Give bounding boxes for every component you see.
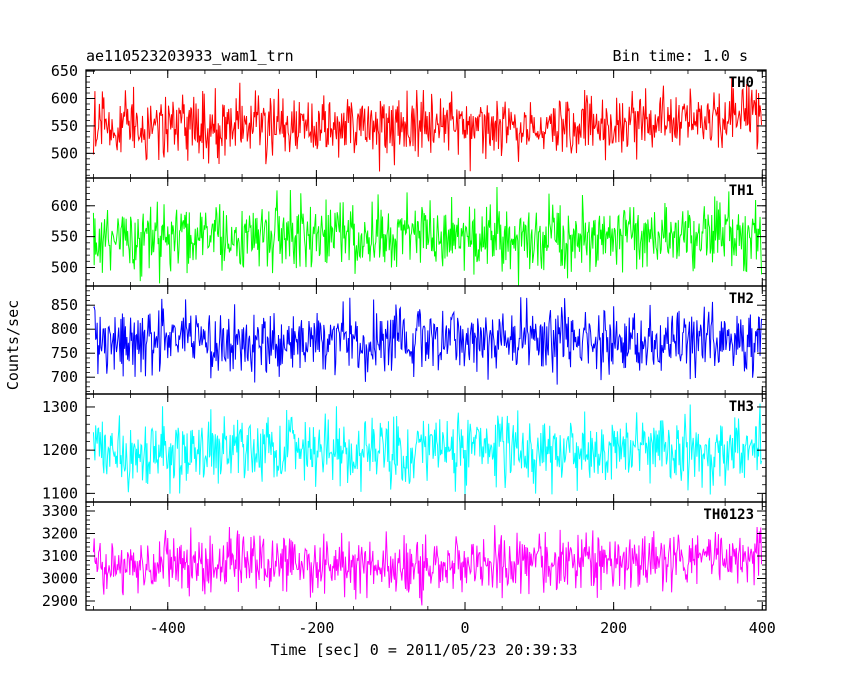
series-line-th3 bbox=[92, 403, 763, 496]
y-tick-label: 3300 bbox=[42, 502, 78, 520]
y-tick-label: 600 bbox=[51, 197, 78, 215]
x-axis-label: Time [sec] 0 = 2011/05/23 20:39:33 bbox=[270, 641, 577, 659]
y-tick-label: 750 bbox=[51, 344, 78, 362]
series-line-th2 bbox=[93, 297, 763, 385]
y-tick-label: 3100 bbox=[42, 547, 78, 565]
panel-name-th2: TH2 bbox=[729, 291, 754, 307]
x-tick-label: -400 bbox=[150, 619, 186, 637]
y-tick-label: 500 bbox=[51, 144, 78, 162]
y-tick-label: 3200 bbox=[42, 525, 78, 543]
series-line-th0 bbox=[92, 76, 763, 172]
x-tick-label: -200 bbox=[298, 619, 334, 637]
y-tick-label: 650 bbox=[51, 62, 78, 80]
y-tick-label: 850 bbox=[51, 296, 78, 314]
y-tick-label: 1300 bbox=[42, 398, 78, 416]
y-tick-label: 1200 bbox=[42, 441, 78, 459]
panel-name-th0: TH0 bbox=[729, 75, 754, 91]
y-tick-label: 700 bbox=[51, 368, 78, 386]
panel-th3: 1100 1200 1300 TH3 bbox=[42, 393, 767, 503]
y-tick-label: 550 bbox=[51, 117, 78, 135]
y-tick-label: 2900 bbox=[42, 592, 78, 610]
series-line-th0123 bbox=[92, 525, 763, 606]
x-tick-label: 400 bbox=[749, 619, 776, 637]
y-tick-label: 1100 bbox=[42, 484, 78, 502]
y-tick-label: 600 bbox=[51, 90, 78, 108]
panel-name-th1: TH1 bbox=[729, 183, 754, 199]
x-tick-label: 200 bbox=[600, 619, 627, 637]
x-tick-label: 0 bbox=[461, 619, 470, 637]
panel-th0123: 2900 3000 3100 3200 3300 TH0123 bbox=[42, 501, 767, 611]
panel-name-th3: TH3 bbox=[729, 399, 754, 415]
chart-title: ae110523203933_wam1_trn bbox=[86, 47, 294, 65]
panel-th2: 700 750 800 850 TH2 bbox=[51, 285, 767, 395]
bin-time-label: Bin time: 1.0 s bbox=[613, 47, 748, 65]
y-tick-label: 550 bbox=[51, 228, 78, 246]
y-axis-label: Counts/sec bbox=[4, 300, 22, 390]
panels-group: 500 550 600 650 TH0 500 550 600 TH1 700 750 800 850 T… bbox=[42, 62, 776, 637]
y-tick-label: 500 bbox=[51, 258, 78, 276]
series-line-th1 bbox=[92, 187, 763, 286]
y-tick-label: 800 bbox=[51, 320, 78, 338]
panel-th1: 500 550 600 TH1 bbox=[51, 177, 767, 287]
panel-name-th0123: TH0123 bbox=[703, 507, 754, 523]
panel-th0: 500 550 600 650 TH0 bbox=[51, 62, 767, 179]
y-tick-label: 3000 bbox=[42, 570, 78, 588]
